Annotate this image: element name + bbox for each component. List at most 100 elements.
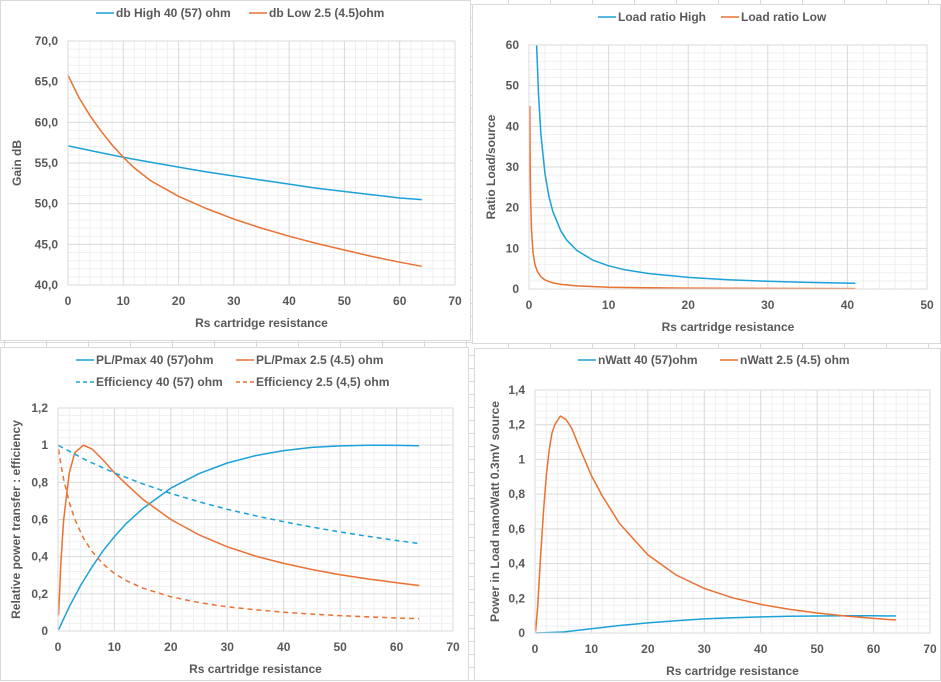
y-tick-label: 65,0 — [35, 75, 59, 89]
x-tick-label: 0 — [526, 298, 533, 312]
x-tick-label: 70 — [448, 294, 462, 308]
y-tick-label: 20 — [506, 201, 520, 215]
legend-label[interactable]: db High 40 (57) ohm — [116, 6, 231, 20]
x-tick-label: 40 — [277, 640, 291, 654]
series-line-db-low-2-5-4-5-ohm[interactable] — [68, 74, 422, 268]
chart-power-transfer-svg: 0 10 20 30 40 50 60 70 0 0,2 0,4 0,6 0,8 1 1,2 Rs cartr… — [9, 353, 460, 676]
x-tick-label: 0 — [65, 294, 72, 308]
y-tick-label: 1,2 — [508, 418, 525, 432]
series-line-efficiency-2-5-4-5-ohm[interactable] — [58, 449, 420, 620]
series-line-efficiency-40-57-ohm[interactable] — [58, 444, 420, 545]
series-line-load-ratio-low[interactable] — [529, 105, 856, 290]
series-line-load-ratio-high[interactable] — [535, 44, 856, 285]
x-tick-label: 20 — [164, 640, 178, 654]
legend-label[interactable]: db Low 2.5 (4.5)ohm — [269, 6, 384, 20]
y-tick-label: 40,0 — [35, 278, 59, 292]
x-tick-label: 70 — [923, 642, 937, 656]
y-tick-label: 30 — [506, 160, 520, 174]
legend-label[interactable]: Load ratio High — [618, 10, 706, 24]
series-group — [529, 44, 856, 290]
x-tick-label: 50 — [810, 642, 824, 656]
series-line-pl-pmax-40-57-ohm[interactable] — [58, 444, 420, 631]
y-tick-label: 70,0 — [35, 34, 59, 48]
x-axis-title: Rs cartridge resistance — [195, 316, 328, 330]
x-axis-title: Rs cartridge resistance — [189, 662, 322, 676]
y-tick-label: 45,0 — [35, 237, 59, 251]
chart-power-transfer[interactable]: 0 10 20 30 40 50 60 70 0 0,2 0,4 0,6 0,8 1 1,2 Rs cartr… — [0, 347, 469, 681]
y-axis-title: Ratio Load/source — [484, 114, 498, 219]
x-tick-label: 60 — [393, 294, 407, 308]
plot-area-border — [534, 389, 931, 634]
major-gridlines — [528, 44, 928, 290]
y-tick-label: 0 — [512, 282, 519, 296]
y-tick-label: 50,0 — [35, 197, 59, 211]
chart-gain-svg: 0 10 20 30 40 50 60 70 40,0 45,0 50,0 55,0 60,0 65,0 7… — [10, 6, 462, 330]
x-tick-label: 30 — [221, 640, 235, 654]
y-tick-label: 0,4 — [508, 557, 525, 571]
y-axis-title: Relative power transfer : efficiency — [9, 420, 23, 619]
y-tick-label: 50 — [506, 79, 520, 93]
legend-label[interactable]: nWatt 2.5 (4.5) ohm — [740, 353, 850, 367]
x-tick-label: 0 — [532, 642, 539, 656]
legend-label[interactable]: Efficiency 40 (57) ohm — [96, 375, 223, 389]
chart-gain-db[interactable]: 0 10 20 30 40 50 60 70 40,0 45,0 50,0 55,0 60,0 65,0 7… — [0, 0, 471, 341]
x-tick-label: 10 — [585, 642, 599, 656]
y-tick-label: 1,4 — [508, 383, 525, 397]
y-tick-label: 55,0 — [35, 156, 59, 170]
chart-nwatt-svg: 0 10 20 30 40 50 60 70 0 0,2 0,4 0,6 0,8 1 1,2 1,4 Rs ca… — [488, 353, 937, 678]
y-tick-label: 0,2 — [508, 591, 525, 605]
series-line-nwatt-2-5-4-5-ohm[interactable] — [535, 415, 897, 632]
x-tick-label: 50 — [338, 294, 352, 308]
legend-label[interactable]: Load ratio Low — [741, 10, 827, 24]
plot-area-border — [67, 40, 456, 286]
x-tick-label: 20 — [682, 298, 696, 312]
chart-load-ratio[interactable]: 0 10 20 30 40 50 0 10 20 30 40 50 60 Rs cartridge res… — [472, 4, 941, 344]
major-gridlines — [67, 40, 456, 286]
y-tick-label: 0,4 — [31, 550, 48, 564]
major-gridlines — [57, 407, 454, 632]
x-tick-label: 30 — [698, 642, 712, 656]
x-axis-title: Rs cartridge resistance — [666, 664, 799, 678]
major-gridlines — [534, 389, 931, 634]
chart-ratio-svg: 0 10 20 30 40 50 0 10 20 30 40 50 60 Rs cartridge res… — [484, 10, 934, 334]
x-tick-label: 40 — [282, 294, 296, 308]
x-tick-label: 50 — [920, 298, 934, 312]
legend-label[interactable]: Efficiency 2.5 (4,5) ohm — [256, 375, 389, 389]
y-axis-title: Gain dB — [10, 140, 24, 186]
series-line-db-high-40-57-ohm[interactable] — [68, 145, 422, 201]
y-tick-label: 1,2 — [31, 401, 48, 415]
legend-label[interactable]: PL/Pmax 40 (57)ohm — [96, 353, 213, 367]
x-tick-label: 50 — [333, 640, 347, 654]
x-axis-title: Rs cartridge resistance — [662, 320, 795, 334]
plot-area-border — [528, 44, 928, 290]
plot-area-border — [57, 407, 454, 632]
y-tick-label: 0,6 — [31, 513, 48, 527]
y-tick-label: 1 — [41, 438, 48, 452]
legend-label[interactable]: nWatt 40 (57)ohm — [598, 353, 698, 367]
y-tick-label: 10 — [506, 241, 520, 255]
y-tick-label: 0,8 — [508, 487, 525, 501]
y-tick-label: 1 — [518, 452, 525, 466]
series-group — [535, 415, 897, 634]
y-tick-label: 40 — [506, 119, 520, 133]
x-tick-label: 10 — [108, 640, 122, 654]
y-tick-label: 60,0 — [35, 115, 59, 129]
y-axis-title: Power in Load nanoWatt 0.3mV source — [488, 401, 502, 622]
y-tick-label: 0,2 — [31, 587, 48, 601]
x-tick-label: 30 — [227, 294, 241, 308]
x-tick-label: 10 — [117, 294, 131, 308]
x-tick-label: 10 — [602, 298, 616, 312]
y-tick-label: 0 — [41, 624, 48, 638]
x-tick-label: 40 — [754, 642, 768, 656]
x-tick-label: 60 — [867, 642, 881, 656]
legend-label[interactable]: PL/Pmax 2.5 (4.5) ohm — [256, 353, 383, 367]
y-tick-label: 0,8 — [31, 475, 48, 489]
chart-nwatt[interactable]: 0 10 20 30 40 50 60 70 0 0,2 0,4 0,6 0,8 1 1,2 1,4 Rs ca… — [474, 348, 941, 681]
x-tick-label: 20 — [641, 642, 655, 656]
series-group — [68, 74, 422, 268]
y-tick-label: 60 — [506, 38, 520, 52]
x-tick-label: 20 — [172, 294, 186, 308]
y-tick-label: 0 — [518, 626, 525, 640]
minor-gridlines — [535, 390, 930, 633]
series-line-pl-pmax-2-5-4-5-ohm[interactable] — [58, 444, 420, 616]
